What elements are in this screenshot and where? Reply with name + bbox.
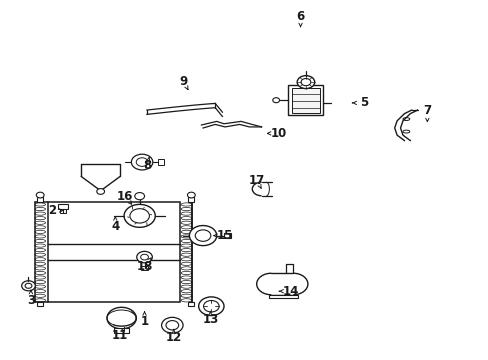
Text: 16: 16 <box>117 190 133 203</box>
Circle shape <box>187 192 195 198</box>
Text: 6: 6 <box>296 10 304 23</box>
Circle shape <box>137 251 152 263</box>
Circle shape <box>203 301 219 312</box>
Circle shape <box>165 320 178 330</box>
Bar <box>37 302 43 306</box>
Text: 8: 8 <box>142 159 151 172</box>
Text: 13: 13 <box>202 313 218 327</box>
Bar <box>60 209 66 213</box>
Text: 2: 2 <box>48 204 56 217</box>
Circle shape <box>124 204 155 227</box>
Circle shape <box>297 76 314 89</box>
Text: 14: 14 <box>282 285 298 298</box>
Circle shape <box>107 307 136 329</box>
Text: 7: 7 <box>423 104 430 117</box>
Circle shape <box>25 283 32 288</box>
Bar <box>58 204 68 210</box>
Bar <box>223 233 230 238</box>
Bar <box>268 295 298 298</box>
Circle shape <box>135 193 144 200</box>
Text: 17: 17 <box>248 174 264 186</box>
Bar <box>114 328 129 333</box>
Text: 9: 9 <box>179 75 187 88</box>
Text: 11: 11 <box>112 329 128 342</box>
Bar <box>48 202 179 302</box>
Circle shape <box>195 230 210 241</box>
Circle shape <box>36 192 44 198</box>
Circle shape <box>301 78 310 86</box>
Circle shape <box>198 297 224 316</box>
Bar <box>288 85 323 116</box>
Circle shape <box>131 154 153 170</box>
Text: 4: 4 <box>111 220 119 233</box>
Text: 12: 12 <box>165 331 182 344</box>
Circle shape <box>130 209 149 223</box>
Text: 3: 3 <box>27 294 35 307</box>
Bar <box>292 88 319 113</box>
Bar <box>141 266 148 270</box>
Text: 15: 15 <box>216 229 233 242</box>
Bar <box>188 197 194 202</box>
Circle shape <box>161 318 183 333</box>
Bar <box>188 302 194 306</box>
Text: 18: 18 <box>136 260 152 273</box>
Text: 1: 1 <box>140 315 148 328</box>
Circle shape <box>136 158 148 166</box>
Text: 10: 10 <box>270 127 286 140</box>
Circle shape <box>141 254 148 260</box>
Bar <box>158 159 163 165</box>
Bar <box>37 197 43 202</box>
Circle shape <box>272 98 279 103</box>
Text: 5: 5 <box>359 96 367 109</box>
Circle shape <box>189 226 216 246</box>
Circle shape <box>21 281 35 291</box>
Circle shape <box>97 189 104 194</box>
